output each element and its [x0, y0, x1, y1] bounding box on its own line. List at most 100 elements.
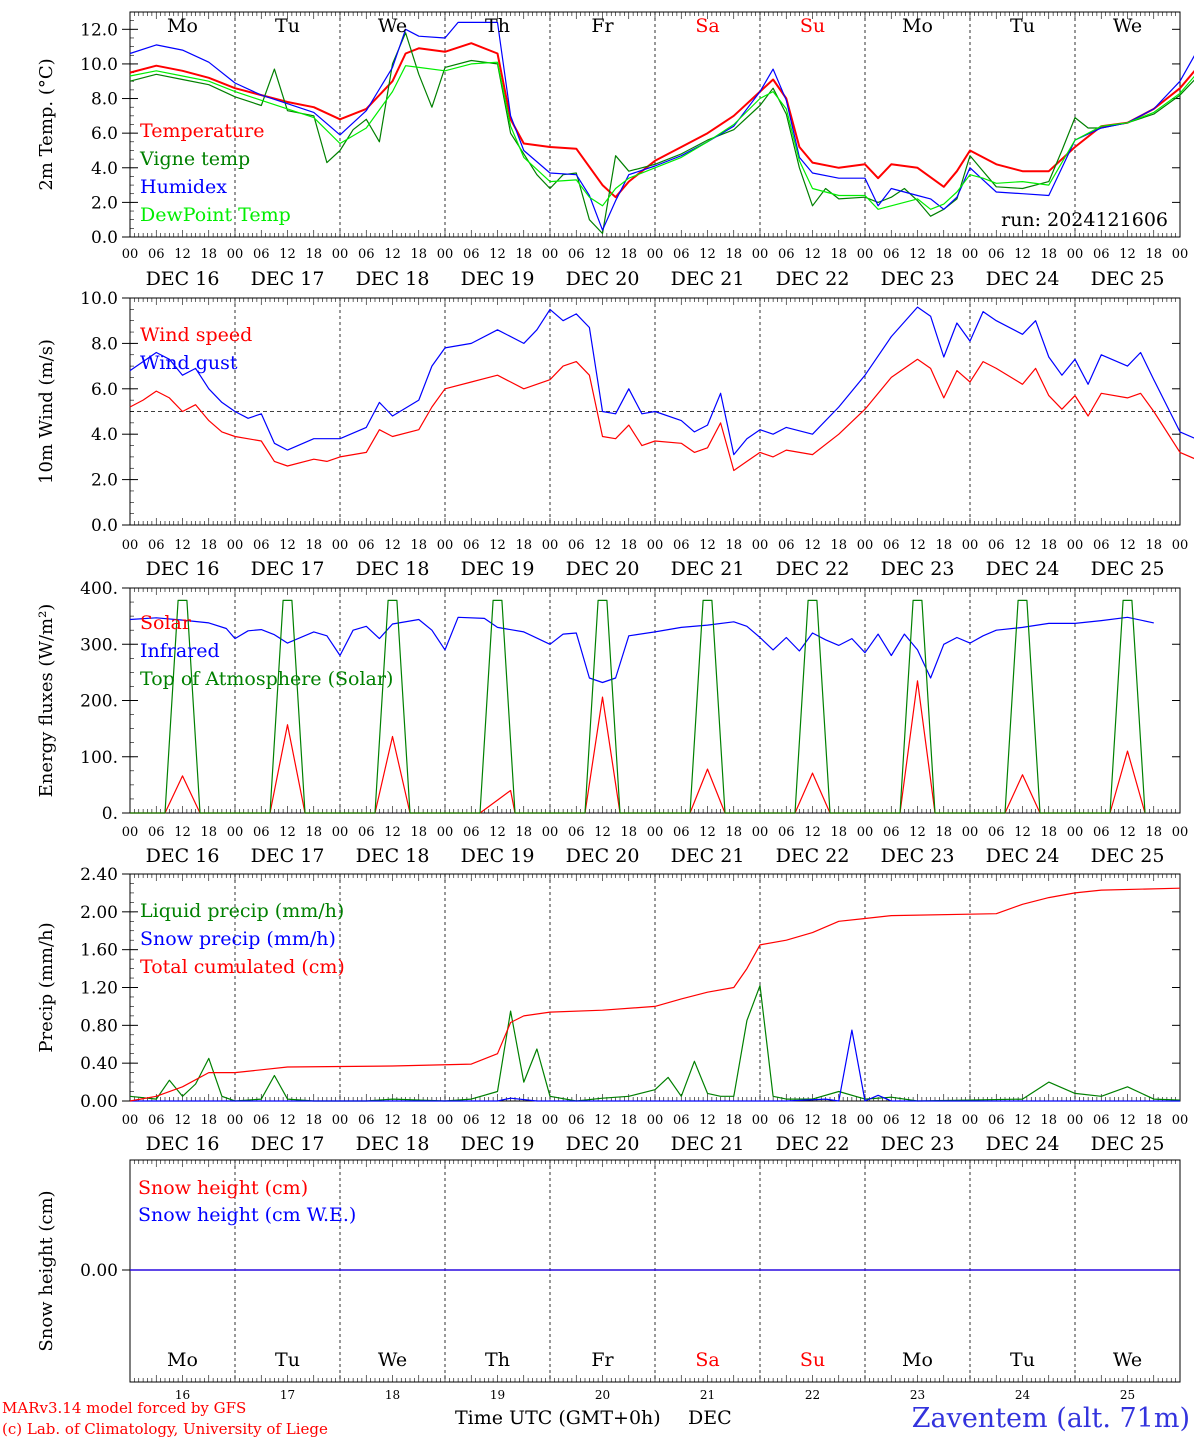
- date-label: DEC 21: [671, 1133, 745, 1155]
- x-tick-label: 06: [778, 825, 795, 840]
- x-tick-label: 18: [725, 247, 742, 262]
- x-tick-label: 00: [857, 538, 874, 553]
- x-tick-label: 00: [542, 538, 559, 553]
- y-axis-label: Energy fluxes (W/m²): [36, 604, 57, 798]
- x-tick-label: 12: [1014, 247, 1031, 262]
- x-tick-label: 18: [305, 247, 322, 262]
- x-tick-label: 00: [752, 1113, 769, 1128]
- y-tick-label: 2.40: [80, 865, 118, 885]
- x-tick-label: 00: [332, 1113, 349, 1128]
- x-tick-label: 06: [883, 247, 900, 262]
- x-tick-label: 00: [1067, 1113, 1084, 1128]
- x-tick-label: 06: [463, 1113, 480, 1128]
- legend-entry: Temperature: [140, 120, 264, 142]
- x-tick-label: 06: [1093, 247, 1110, 262]
- x-tick-label: 18: [620, 1113, 637, 1128]
- weekday-label: Sa: [695, 15, 719, 37]
- date-label: DEC 16: [146, 1133, 220, 1155]
- x-tick-label: 12: [279, 538, 296, 553]
- x-tick-label: 00: [122, 1113, 139, 1128]
- model-credit: MARv3.14 model forced by GFS: [2, 1399, 246, 1417]
- x-tick-label: 00: [752, 538, 769, 553]
- y-tick-label: 1.20: [80, 979, 118, 999]
- x-tick-label: 12: [1119, 1113, 1136, 1128]
- x-tick-label: 12: [594, 538, 611, 553]
- weekday-label: Th: [485, 15, 510, 37]
- weekday-label: We: [1113, 1349, 1142, 1371]
- y-tick-label: 10.0: [80, 289, 118, 309]
- x-tick-label: 00: [437, 1113, 454, 1128]
- date-label: DEC 24: [986, 845, 1060, 867]
- x-tick-label: 12: [1119, 247, 1136, 262]
- date-label: DEC 21: [671, 268, 745, 290]
- y-tick-label: 0.80: [80, 1016, 118, 1036]
- x-tick-label: 18: [1040, 1113, 1057, 1128]
- x-tick-label: 12: [489, 538, 506, 553]
- x-tick-label: 06: [463, 825, 480, 840]
- legend-entry: Snow height (cm): [138, 1177, 308, 1199]
- x-tick-label: 00: [962, 825, 979, 840]
- weekday-label: Fr: [591, 15, 614, 37]
- x-tick-label: 12: [174, 247, 191, 262]
- x-tick-label: 00: [542, 247, 559, 262]
- x-tick-label: 12: [489, 825, 506, 840]
- x-tick-label: 00: [1067, 247, 1084, 262]
- date-label: DEC 25: [1091, 1133, 1165, 1155]
- y-tick-label: 0.0: [91, 516, 118, 536]
- lab-credit: (c) Lab. of Climatology, University of L…: [2, 1420, 328, 1438]
- x-tick-label: 12: [1014, 1113, 1031, 1128]
- x-tick-label: 00: [1067, 825, 1084, 840]
- y-tick-label: 300.: [80, 635, 118, 655]
- legend-entry: Vigne temp: [139, 148, 250, 170]
- x-tick-label: 00: [962, 1113, 979, 1128]
- day-number-label: 22: [805, 1388, 820, 1402]
- legend-entry: Wind speed: [140, 324, 252, 346]
- x-tick-label: 00: [227, 247, 244, 262]
- y-axis-label: Precip (mm/h): [36, 922, 57, 1052]
- x-tick-label: 06: [253, 247, 270, 262]
- x-tick-label: 00: [857, 247, 874, 262]
- x-tick-label: 06: [148, 538, 165, 553]
- temp-panel: 0.0 2.0 4.0 6.0 8.0 10.0 12.0 2m Temp. (°C) Temp…: [36, 11, 1194, 290]
- x-tick-label: 12: [594, 825, 611, 840]
- x-tick-label: 12: [909, 825, 926, 840]
- x-tick-label: 06: [988, 247, 1005, 262]
- x-tick-label: 00: [437, 247, 454, 262]
- x-tick-label: 18: [1040, 825, 1057, 840]
- y-axis-label: 10m Wind (m/s): [36, 339, 57, 484]
- series-line-dewpoint-temp: [129, 61, 1194, 210]
- x-tick-label: 12: [909, 247, 926, 262]
- day-number-label: 21: [700, 1388, 715, 1402]
- weekday-label: Fr: [591, 1349, 614, 1371]
- x-tick-label: 18: [515, 538, 532, 553]
- date-label: DEC 25: [1091, 558, 1165, 580]
- x-tick-label: 18: [725, 1113, 742, 1128]
- x-tick-label: 06: [778, 1113, 795, 1128]
- day-number-label: 16: [175, 1388, 190, 1402]
- x-tick-label: 18: [1040, 247, 1057, 262]
- snow-panel: 0.00 Snow height (cm) Snow height (cm) Snow…: [36, 1159, 1181, 1402]
- date-label: DEC 16: [146, 558, 220, 580]
- y-tick-label: 200.: [80, 692, 118, 712]
- x-tick-label: 06: [568, 825, 585, 840]
- x-tick-label: 06: [1093, 1113, 1110, 1128]
- y-tick-label: 0.40: [80, 1054, 118, 1074]
- date-label: DEC 17: [251, 845, 325, 867]
- x-tick-label: 00: [962, 538, 979, 553]
- x-tick-label: 06: [358, 247, 375, 262]
- x-tick-label: 00: [647, 1113, 664, 1128]
- date-label: DEC 18: [356, 268, 430, 290]
- x-tick-label: 06: [1093, 825, 1110, 840]
- y-tick-label: 10.0: [80, 55, 118, 75]
- x-tick-label: 18: [410, 1113, 427, 1128]
- x-tick-label: 12: [174, 1113, 191, 1128]
- x-tick-label: 18: [515, 825, 532, 840]
- x-tick-label: 12: [909, 1113, 926, 1128]
- x-tick-label: 06: [463, 538, 480, 553]
- series-line-top-of-atmosphere-solar-: [130, 599, 1146, 814]
- x-tick-label: 18: [1145, 1113, 1162, 1128]
- date-label: DEC 17: [251, 1133, 325, 1155]
- x-tick-label: 00: [1172, 825, 1189, 840]
- date-label: DEC 23: [881, 845, 955, 867]
